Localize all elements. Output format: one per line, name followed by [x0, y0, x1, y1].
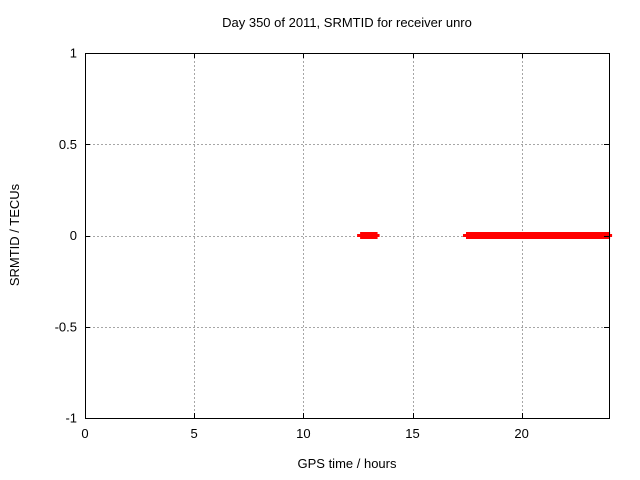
x-tick-label: 10	[296, 426, 310, 441]
x-tick-label: 15	[405, 426, 419, 441]
tick-labels: 0 5 10 15 20 1 0.5 0 -0.5 -1	[55, 46, 529, 442]
x-tick-label: 20	[514, 426, 528, 441]
y-tick-label: 0	[70, 228, 77, 243]
y-tick-label: -0.5	[55, 319, 77, 334]
y-tick-label: 0.5	[59, 137, 77, 152]
chart-title: Day 350 of 2011, SRMTID for receiver unr…	[222, 15, 472, 30]
x-axis-label: GPS time / hours	[298, 456, 397, 471]
y-tick-label: 1	[70, 46, 77, 61]
x-tick-label: 5	[191, 426, 198, 441]
y-axis-label: SRMTID / TECUs	[7, 183, 22, 286]
x-tick-label: 0	[81, 426, 88, 441]
y-tick-label: -1	[65, 411, 77, 426]
axis-ticks	[85, 53, 609, 419]
